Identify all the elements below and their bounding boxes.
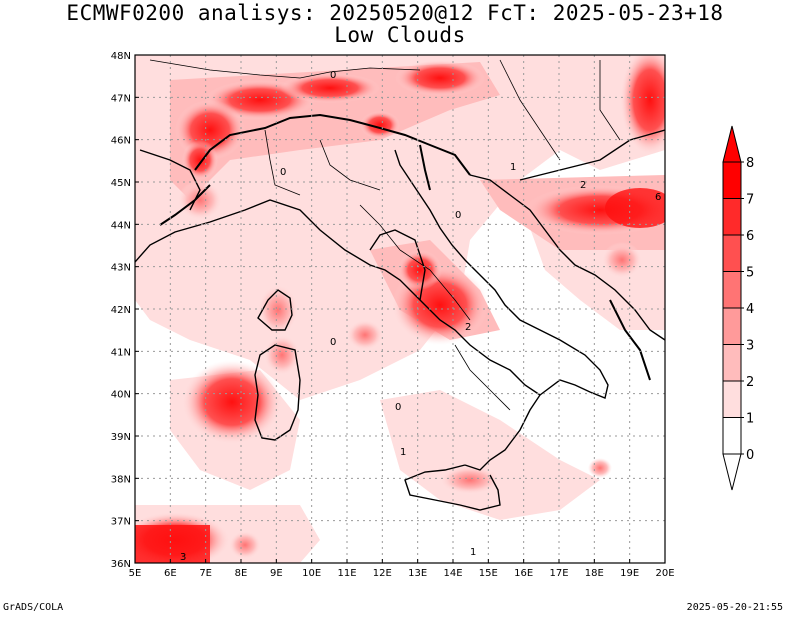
lon-tick-label: 6E — [164, 568, 177, 579]
svg-text:0: 0 — [330, 337, 336, 348]
cloud-core — [264, 335, 300, 375]
svg-text:1: 1 — [400, 447, 406, 458]
cloud-core — [280, 73, 380, 103]
axis-ticks: 5E 6E 7E 8E 9E 10E 11E 12E 13E 14E 15E 16E 17E 18E 19E… — [111, 51, 675, 579]
lon-tick-label: 8E — [235, 568, 248, 579]
colorbar-label: 7 — [746, 193, 754, 208]
colorbar-arrow-bottom — [722, 453, 742, 491]
svg-text:1: 1 — [470, 547, 476, 558]
lon-tick-label: 18E — [585, 568, 604, 579]
cloud-core — [395, 60, 485, 96]
cloud-core — [620, 55, 665, 155]
lat-tick-label: 39N — [111, 432, 131, 443]
cloud-core — [605, 188, 665, 228]
cloud-core — [182, 360, 282, 444]
colorbar-swatch — [722, 380, 742, 418]
cloud-core — [588, 458, 612, 478]
lat-tick-label: 47N — [111, 93, 131, 104]
lon-tick-label: 9E — [270, 568, 283, 579]
chart-subtitle: Low Clouds — [334, 23, 466, 47]
cloud-core — [135, 525, 210, 563]
cloud-core — [440, 466, 500, 494]
svg-text:6: 6 — [655, 192, 661, 203]
lon-tick-label: 7E — [199, 568, 212, 579]
svg-text:0: 0 — [280, 167, 286, 178]
svg-text:0: 0 — [330, 70, 336, 81]
colorbar-swatch — [722, 234, 742, 272]
footer-credit: GrADS/COLA — [3, 602, 64, 613]
svg-text:2: 2 — [580, 180, 586, 191]
lon-tick-label: 20E — [655, 568, 674, 579]
svg-text:0: 0 — [395, 402, 401, 413]
colorbar-label: 4 — [746, 302, 754, 317]
lat-tick-label: 43N — [111, 263, 131, 274]
colorbar-swatch — [722, 417, 742, 455]
cloud-core — [347, 320, 383, 350]
colorbar-label: 8 — [746, 156, 754, 171]
colorbar-swatch — [722, 161, 742, 199]
colorbar-label: 0 — [746, 448, 754, 463]
lon-tick-label: 19E — [620, 568, 639, 579]
lat-tick-label: 41N — [111, 347, 131, 358]
lon-tick-label: 14E — [443, 568, 462, 579]
lat-tick-label: 36N — [111, 559, 131, 570]
chart-title: ECMWF0200 analisys: 20250520@12 FcT: 202… — [66, 1, 724, 25]
cloud-core — [602, 242, 642, 278]
lat-tick-label: 48N — [111, 51, 131, 62]
footer-timestamp: 2025-05-20-21:55 — [686, 602, 783, 613]
cloud-core — [360, 111, 400, 139]
cloud-core — [229, 531, 261, 559]
lon-tick-label: 13E — [408, 568, 427, 579]
regional-borders — [149, 59, 621, 411]
lat-tick-label: 45N — [111, 178, 131, 189]
colorbar-label: 5 — [746, 266, 754, 281]
colorbar-swatch — [722, 198, 742, 236]
gridlines — [135, 55, 665, 563]
lon-tick-label: 12E — [373, 568, 392, 579]
svg-text:3: 3 — [180, 552, 186, 563]
svg-text:2: 2 — [465, 322, 471, 333]
lon-tick-label: 11E — [337, 568, 356, 579]
lon-tick-label: 17E — [549, 568, 568, 579]
lon-tick-label: 5E — [129, 568, 142, 579]
coastline — [135, 129, 665, 511]
colorbar-swatch — [722, 271, 742, 309]
colorbar-swatch — [722, 307, 742, 345]
lat-tick-label: 42N — [111, 305, 131, 316]
colorbar-label: 3 — [746, 339, 754, 354]
cloud-field: 0 1 2 6 0 2 0 0 0 1 1 3 — [135, 55, 665, 563]
cloud-core — [182, 140, 218, 180]
national-borders — [159, 113, 651, 381]
colorbar-label: 1 — [746, 412, 754, 427]
lat-tick-label: 40N — [111, 390, 131, 401]
colorbar-label: 6 — [746, 229, 754, 244]
lat-tick-label: 46N — [111, 136, 131, 147]
cloud-core — [178, 180, 222, 220]
lat-tick-label: 44N — [111, 220, 131, 231]
colorbar: 8 7 6 5 4 3 2 1 0 — [722, 125, 754, 491]
svg-text:0: 0 — [455, 210, 461, 221]
contour-labels: 0 1 2 6 0 2 0 0 0 1 1 3 — [180, 70, 661, 563]
cloud-core — [398, 250, 442, 290]
lon-tick-label: 10E — [302, 568, 321, 579]
colorbar-arrow-top — [722, 125, 742, 163]
colorbar-label: 2 — [746, 375, 754, 390]
lon-tick-label: 15E — [479, 568, 498, 579]
cloud-area — [380, 390, 600, 520]
svg-text:1: 1 — [510, 162, 516, 173]
lon-tick-label: 16E — [514, 568, 533, 579]
lat-tick-label: 38N — [111, 474, 131, 485]
colorbar-swatch — [722, 344, 742, 382]
lat-tick-label: 37N — [111, 517, 131, 528]
